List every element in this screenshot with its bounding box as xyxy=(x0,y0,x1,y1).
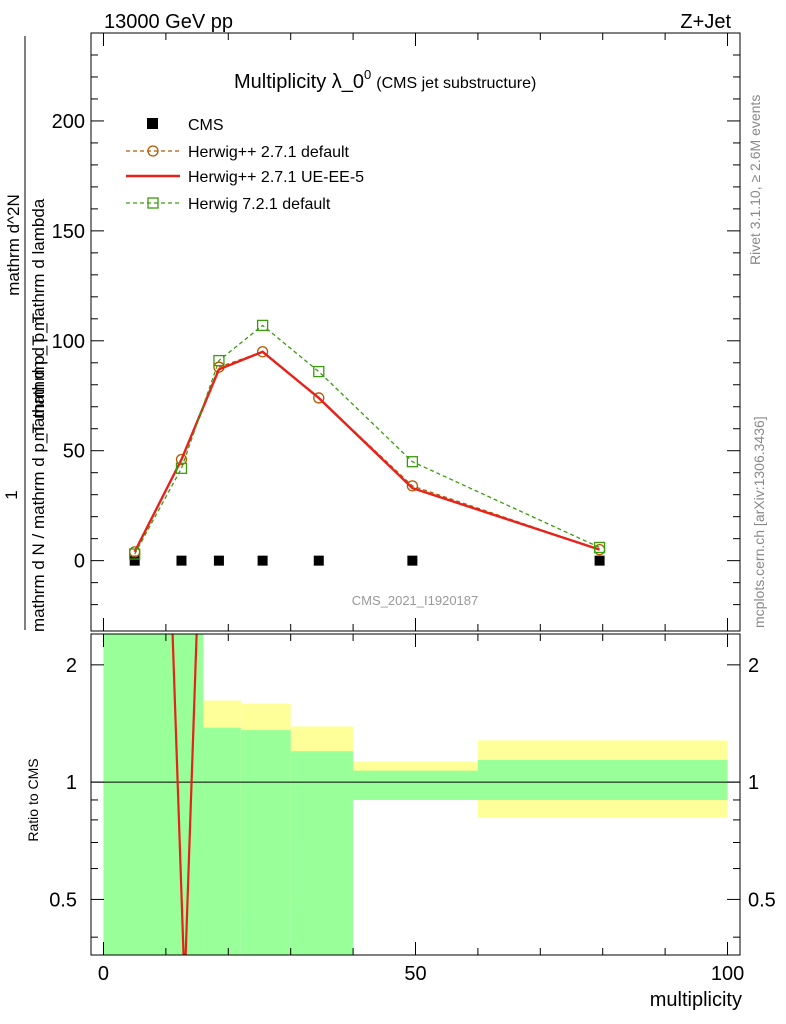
cms-data-point xyxy=(594,555,605,566)
cms-data-point xyxy=(407,555,418,566)
herwig7-default-point xyxy=(313,365,325,378)
herwigpp-default-point xyxy=(313,392,325,404)
ratio-band-green xyxy=(203,727,241,955)
ratio-axis-ticks xyxy=(91,634,740,955)
ratio-band-green xyxy=(240,730,291,955)
ratio-series-line-1 xyxy=(171,634,198,955)
ratio-x-tick-label: 100 xyxy=(711,963,744,985)
cms-data-point xyxy=(176,555,187,566)
y-label-numerator: 1 xyxy=(2,490,21,499)
ratio-y-axis-label: Ratio to CMS xyxy=(25,758,41,841)
ratio-y-tick-label-right: 1 xyxy=(748,772,759,794)
ratio-band-green xyxy=(477,759,728,800)
herwigpp-default-point xyxy=(406,480,419,492)
chart-title-main: Multiplicity λ_0 xyxy=(234,71,364,93)
cms-data-point xyxy=(129,555,140,566)
series-line-2 xyxy=(133,350,600,553)
herwigpp-default-point xyxy=(256,346,269,358)
main-y-tick-label: 200 xyxy=(52,111,85,133)
legend-label-herwigpp-default: Herwig++ 2.7.1 default xyxy=(188,144,350,161)
cms-data-point xyxy=(313,555,324,566)
legend-marker-herwigpp-default xyxy=(147,145,159,157)
ratio-y-tick-label-right: 2 xyxy=(748,655,759,677)
ratio-x-tick-labels: 0 50 100 xyxy=(98,963,744,985)
legend-marker-cms xyxy=(147,118,158,129)
series-line-3 xyxy=(134,324,600,555)
chart-title: Multiplicity λ_00 (CMS jet substructure) xyxy=(234,67,536,93)
main-y-axis-label: mathrm d N / mathrm d p_T mathrm d p_T 1… xyxy=(2,36,48,632)
main-series xyxy=(129,319,606,566)
legend-marker-herwig7-default xyxy=(147,197,159,209)
herwigpp-default-point xyxy=(175,453,188,466)
ratio-y-tick-label: 1 xyxy=(66,772,77,794)
chart-subtitle: (CMS jet substructure) xyxy=(376,75,536,92)
process-label: Z+Jet xyxy=(680,11,731,33)
main-panel: 0 50 100 150 200 CMS_2021_I1920187 xyxy=(52,32,741,632)
legend-label-herwigpp-ueee5: Herwig++ 2.7.1 UE-EE-5 xyxy=(188,169,364,186)
main-y-tick-label: 100 xyxy=(52,331,85,353)
herwig7-default-point xyxy=(129,548,141,560)
main-y-tick-label: 150 xyxy=(52,221,85,243)
main-y-tick-label: 50 xyxy=(63,441,85,463)
ratio-series xyxy=(91,634,740,955)
x-axis-label: multiplicity xyxy=(650,989,742,1011)
herwig7-default-point xyxy=(175,462,188,474)
series-line-1 xyxy=(134,351,600,553)
chart-title-sup: 0 xyxy=(364,67,371,82)
legend: CMS Herwig++ 2.7.1 default Herwig++ 2.7.… xyxy=(126,117,364,213)
herwig7-default-point xyxy=(593,541,606,554)
legend-label-herwig7-default: Herwig 7.2.1 default xyxy=(188,196,331,213)
rivet-label: Rivet 3.1.10, ≥ 2.6M events xyxy=(747,95,763,265)
herwig7-default-point xyxy=(406,456,419,468)
y-label-main: mathrm d^2N xyxy=(4,194,23,296)
cms-data-point xyxy=(213,555,224,566)
herwig7-default-point xyxy=(256,319,269,332)
mcplots-label: mcplots.cern.ch [arXiv:1306.3436] xyxy=(751,416,767,628)
ratio-y-tick-label: 2 xyxy=(66,655,77,677)
ratio-x-tick-label: 0 xyxy=(98,963,109,985)
ratio-y-tick-label: 0.5 xyxy=(49,889,77,911)
y-label-main2: mathrm d p_T mathrm d lambda xyxy=(29,198,48,441)
ratio-band-green xyxy=(103,634,204,955)
ratio-panel: 0.5 0.5 1 1 2 2 0 50 100 Ratio to CMS multiplic… xyxy=(25,633,776,1011)
main-y-tick-label: 0 xyxy=(74,551,85,573)
ratio-y-tick-labels: 0.5 0.5 1 1 2 2 xyxy=(49,655,776,912)
ratio-bands xyxy=(103,634,728,955)
main-axis-ticks xyxy=(91,33,740,631)
analysis-watermark: CMS_2021_I1920187 xyxy=(352,593,479,608)
ratio-band-green xyxy=(353,770,478,800)
ratio-y-tick-label-right: 0.5 xyxy=(748,889,776,911)
legend-label-cms: CMS xyxy=(188,117,224,134)
main-y-tick-labels: 0 50 100 150 200 xyxy=(52,111,85,573)
y-label-denominator: mathrm d N / mathrm d p_T mathrm d p_T xyxy=(29,313,48,632)
energy-label: 13000 GeV pp xyxy=(104,11,233,33)
herwig7-default-point xyxy=(213,354,225,367)
cms-data-point xyxy=(257,555,268,566)
ratio-x-tick-label: 50 xyxy=(404,963,426,985)
ratio-band-green xyxy=(290,751,354,955)
